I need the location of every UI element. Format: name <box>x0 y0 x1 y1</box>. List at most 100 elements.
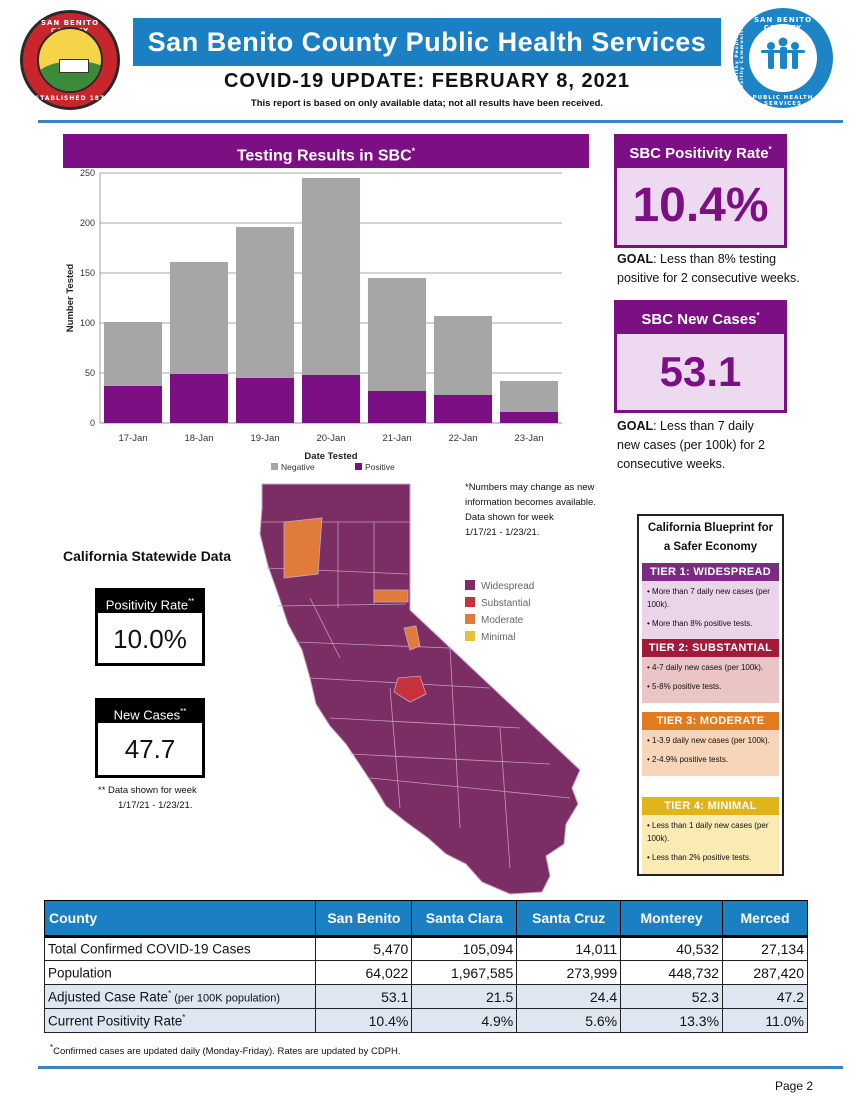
tier-criterion-tests: • More than 8% positive tests. <box>647 619 753 628</box>
bar-positive <box>499 412 559 423</box>
people-icon <box>761 37 805 69</box>
blueprint-title-line2: a Safer Economy <box>663 541 758 553</box>
table-row: Population 64,022 1,967,585 273,999 448,732 2… <box>43 960 808 985</box>
map-legend-item: Minimal <box>465 629 534 646</box>
bar-negative <box>433 316 493 395</box>
table-cell: 27,134 <box>722 936 808 961</box>
map-note-line4: 1/17/21 - 1/23/21. <box>465 527 540 538</box>
tier-body: • 4-7 daily new cases (per 100k). • 5-8% … <box>642 657 779 703</box>
map-note-line3: Data shown for week <box>465 512 554 523</box>
positivity-title-bar: SBC Positivity Rate* <box>614 134 787 166</box>
tier-criterion-cases: • More than 7 daily new cases (per 100k)… <box>647 587 770 609</box>
x-tick-label: 19-Jan <box>250 433 279 444</box>
table-cell: 273,999 <box>516 960 622 985</box>
row-label-text: Adjusted Case Rate <box>48 989 169 1005</box>
x-tick-label: 23-Jan <box>514 433 543 444</box>
legend-swatch <box>355 463 362 470</box>
county-seal-logo: SAN BENITO COUNTY ESTABLISHED 1874 <box>20 10 120 110</box>
table-cell: 47.2 <box>722 984 808 1009</box>
row-label: Current Positivity Rate* <box>43 1008 317 1033</box>
table-cell: 24.4 <box>516 984 622 1009</box>
public-health-logo: SAN BENITO COUNTY PUBLIC HEALTH SERVICES… <box>733 8 833 108</box>
new-cases-goal-line2: new cases (per 100k) for 2 <box>617 438 765 452</box>
new-cases-title: SBC New Cases <box>641 311 757 328</box>
report-note: This report is based on only available d… <box>250 98 604 109</box>
tier-body: • More than 7 daily new cases (per 100k)… <box>642 581 779 640</box>
x-tick-label: 18-Jan <box>184 433 213 444</box>
col-header-santa-cruz: Santa Cruz <box>516 900 622 938</box>
bar-negative <box>499 381 559 412</box>
legend-swatch <box>465 580 475 590</box>
tier-heading: TIER 3: MODERATE <box>642 712 779 730</box>
y-tick-label: 250 <box>80 168 95 178</box>
legend-swatch <box>465 631 475 641</box>
tier-criterion-cases: • Less than 1 daily new cases (per 100k)… <box>647 821 769 843</box>
x-tick-label: 21-Jan <box>382 433 411 444</box>
mariposa-county <box>393 675 427 703</box>
legend-label: Negative <box>281 462 315 472</box>
statewide-cases-mark: ** <box>180 707 187 716</box>
row-label: Total Confirmed COVID-19 Cases <box>43 936 317 961</box>
new-cases-title-mark: * <box>756 311 760 320</box>
new-cases-value: 53.1 <box>614 331 787 413</box>
bar-positive <box>235 378 295 423</box>
col-header-santa-clara: Santa Clara <box>411 900 518 938</box>
y-tick-label: 50 <box>85 368 95 378</box>
y-tick-label: 150 <box>80 268 95 278</box>
y-tick-label: 200 <box>80 218 95 228</box>
statewide-note: ** Data shown for week 1/17/21 - 1/23/21… <box>98 783 197 813</box>
tier-3-block: TIER 3: MODERATE • 1-3.9 daily new cases … <box>642 712 779 776</box>
tier-heading: TIER 1: WIDESPREAD <box>642 563 779 581</box>
page-number: Page 2 <box>775 1079 814 1093</box>
chart-title-mark: * <box>411 146 416 156</box>
tier-body: • Less than 1 daily new cases (per 100k)… <box>642 815 779 874</box>
bar-positive <box>169 374 229 423</box>
table-cell: 10.4% <box>315 1008 413 1033</box>
row-label-text: Total Confirmed COVID-19 Cases <box>48 941 251 957</box>
county-comparison-table: County San Benito Santa Clara Santa Cruz… <box>43 900 808 1033</box>
table-cell: 4.9% <box>411 1008 518 1033</box>
x-axis-label: Date Tested <box>304 451 357 462</box>
col-header-county: County <box>43 900 317 938</box>
footnote: *Confirmed cases are updated daily (Mond… <box>50 1043 401 1057</box>
row-label-text: Population <box>48 965 112 981</box>
tier-2-block: TIER 2: SUBSTANTIAL • 4-7 daily new cases… <box>642 639 779 703</box>
blueprint-title: California Blueprint for a Safer Economy <box>639 516 782 557</box>
table-cell: 105,094 <box>411 936 518 961</box>
blueprint-panel: California Blueprint for a Safer Economy… <box>637 514 784 876</box>
logo-bottom-text: PUBLIC HEALTH SERVICES <box>752 95 814 107</box>
table-cell: 11.0% <box>722 1008 808 1033</box>
statewide-note-line2: 1/17/21 - 1/23/21. <box>118 800 193 811</box>
statewide-positivity-label: Positivity Rate <box>105 597 189 613</box>
table-cell: 40,532 <box>620 936 724 961</box>
tier-criterion-tests: • 2-4.9% positive tests. <box>647 755 729 764</box>
footnote-mark: * <box>50 1043 54 1052</box>
row-label-mark: * <box>168 988 172 998</box>
table-cell: 448,732 <box>620 960 724 985</box>
table-row: Total Confirmed COVID-19 Cases 5,470 105,0… <box>43 936 808 961</box>
tier-criterion-cases: • 4-7 daily new cases (per 100k). <box>647 663 764 672</box>
map-note-line1: *Numbers may change as new <box>465 482 595 493</box>
statewide-cases-value: 47.7 <box>124 734 176 764</box>
chart-title-bar: Testing Results in SBC* <box>63 134 589 168</box>
tier-body: • 1-3.9 daily new cases (per 100k). • 2-4… <box>642 730 779 776</box>
bar-positive <box>433 395 493 423</box>
bar-positive <box>301 375 361 423</box>
col-header-san-benito: San Benito <box>315 900 413 938</box>
col-header-monterey: Monterey <box>620 900 724 938</box>
california-tier-map <box>259 483 581 895</box>
legend-label: Substantial <box>481 598 531 609</box>
table-cell: 13.3% <box>620 1008 724 1033</box>
new-cases-title-bar: SBC New Cases* <box>614 300 787 332</box>
new-cases-goal: GOAL: Less than 7 daily new cases (per 1… <box>617 417 765 474</box>
positivity-goal: GOAL: Less than 8% testing positive for … <box>617 250 800 288</box>
bar-positive <box>367 391 427 423</box>
col-header-merced: Merced <box>722 900 808 938</box>
row-label: Adjusted Case Rate* (per 100K population… <box>43 984 317 1009</box>
bar-negative <box>235 227 295 378</box>
map-legend-item: Substantial <box>465 595 534 612</box>
testing-results-chart: 0 50 100 150 200 250 17-Jan 18-Jan 19-Jan 20-Jan 2… <box>65 168 562 472</box>
legend-label: Positive <box>365 462 395 472</box>
map-legend-item: Widespread <box>465 578 534 595</box>
bar-negative <box>103 322 163 386</box>
